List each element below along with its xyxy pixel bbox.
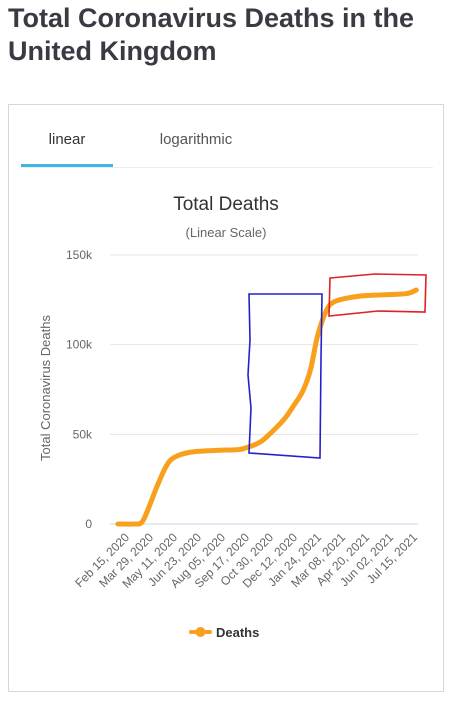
y-tick-label: 100k [66, 338, 93, 352]
annotation-layer [247, 273, 427, 459]
legend-label: Deaths [216, 625, 259, 640]
y-axis-title: Total Coronavirus Deaths [38, 315, 53, 461]
chart-subtitle: (Linear Scale) [186, 225, 267, 240]
active-tab-indicator [21, 164, 113, 167]
red-annotation-box [328, 273, 427, 317]
legend-marker-icon [195, 627, 206, 637]
y-tick-label: 0 [85, 517, 92, 531]
tab-linear[interactable]: linear [48, 131, 86, 148]
series-line-deaths [115, 287, 419, 527]
blue-annotation-box [247, 293, 323, 459]
y-tick-label: 150k [66, 248, 93, 262]
chart-card: linear logarithmic [8, 104, 444, 692]
y-tick-labels: 0 50k 100k 150k [66, 248, 93, 531]
tab-logarithmic[interactable]: logarithmic [159, 131, 233, 148]
chart-title: Total Deaths [173, 194, 279, 215]
scale-tabs: linear logarithmic [21, 131, 433, 168]
y-tick-label: 50k [73, 427, 93, 441]
grid-layer [110, 254, 418, 525]
series-layer [115, 287, 419, 527]
page-title: Total Coronavirus Deaths in the United K… [8, 3, 415, 66]
legend[interactable]: Deaths [189, 625, 259, 640]
